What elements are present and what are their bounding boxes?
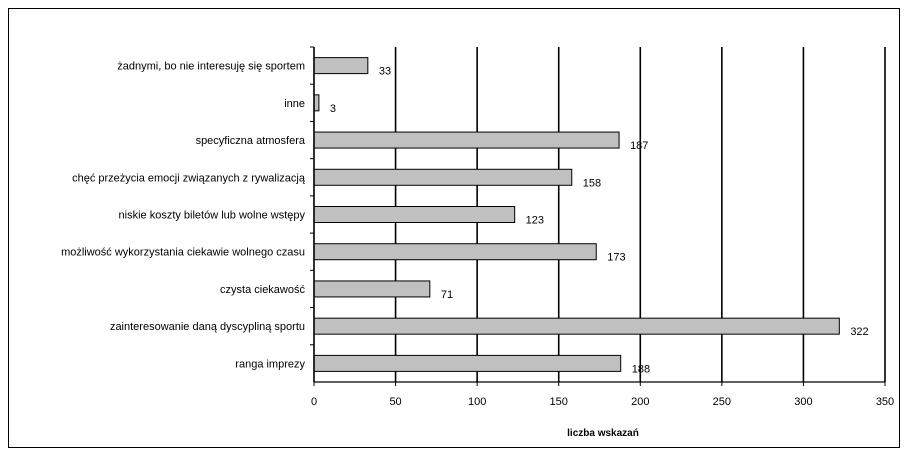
x-tick-label-150: 150 <box>550 396 568 408</box>
tick-labels: 0 50 100 150 200 250 300 350 <box>311 396 894 408</box>
data-label-7: 322 <box>850 326 868 338</box>
category-label-8: ranga imprezy <box>235 358 305 370</box>
category-labels: żadnymi, bo nie interesuję się sportem in… <box>61 61 306 371</box>
category-label-0: żadnymi, bo nie interesuję się sportem <box>117 61 305 73</box>
data-label-3: 158 <box>583 177 601 189</box>
x-tick-label-50: 50 <box>389 396 401 408</box>
bar-6 <box>313 280 431 298</box>
bar-2 <box>313 131 620 149</box>
x-axis-title: liczba wskazań <box>567 428 639 439</box>
bar-4 <box>313 206 516 223</box>
data-label-6: 71 <box>441 289 453 301</box>
bar-chart: żadnymi, bo nie interesuję się sportem in… <box>61 46 894 439</box>
data-label-1: 3 <box>330 103 336 115</box>
category-label-2: specyficzna atmosfera <box>196 135 306 147</box>
category-label-4: niskie koszty biletów lub wolne wstępy <box>119 210 306 222</box>
data-label-4: 123 <box>526 215 544 227</box>
gridlines <box>394 47 886 382</box>
chart-frame: żadnymi, bo nie interesuję się sportem in… <box>8 8 900 448</box>
bar-7 <box>313 317 840 335</box>
axes <box>310 46 886 386</box>
category-label-6: czysta ciekawość <box>220 284 305 296</box>
bars <box>313 57 840 372</box>
data-label-8: 188 <box>632 363 650 375</box>
category-label-7: zainteresowanie daną dyscypliną sportu <box>110 321 305 333</box>
x-tick-label-100: 100 <box>468 396 486 408</box>
bar-5 <box>313 243 597 261</box>
x-tick-label-350: 350 <box>876 396 894 408</box>
category-label-3: chęć przeżycia emocji związanych z rywal… <box>72 172 306 184</box>
bar-3 <box>313 168 573 186</box>
x-tick-label-0: 0 <box>311 396 317 408</box>
category-label-5: możliwość wykorzystania ciekawie wolnego… <box>61 247 305 259</box>
x-tick-label-300: 300 <box>794 396 812 408</box>
x-tick-label-250: 250 <box>713 396 731 408</box>
bar-8 <box>313 354 622 372</box>
data-label-5: 173 <box>607 252 625 264</box>
data-label-2: 187 <box>630 140 648 152</box>
category-label-1: inne <box>284 98 305 110</box>
x-tick-label-200: 200 <box>631 396 649 408</box>
bar-0 <box>313 57 369 75</box>
data-label-0: 33 <box>379 66 391 78</box>
